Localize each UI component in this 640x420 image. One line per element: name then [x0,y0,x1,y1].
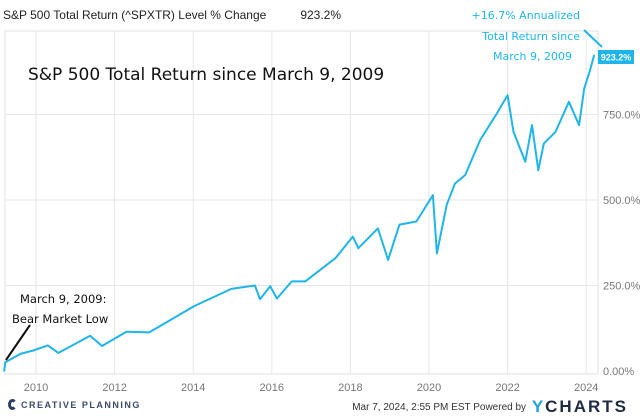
data-point [276,297,278,300]
chart-title-annotation: S&P 500 Total Return since March 9, 2009 [28,65,384,85]
data-point [254,284,256,287]
x-tick-label: 2018 [338,382,362,394]
data-point [415,220,418,223]
data-point [334,257,337,259]
end-value-badge-text: 923.2% [601,53,632,63]
data-point [4,361,7,364]
data-point [387,259,389,261]
return-annotation-pointer [583,29,603,48]
low-annotation-line1: March 9, 2009: [20,292,106,306]
data-point [554,131,557,133]
data-point [589,69,591,71]
end-value-badge [598,50,634,64]
footer-credit: Mar 7, 2024, 2:55 PM EST Powered by YCHA… [352,397,628,417]
y-tick-label: 250.0% [603,281,640,293]
data-point [46,344,49,347]
data-point [479,139,481,141]
data-point [445,203,448,206]
data-point [436,252,438,255]
low-annotation-pointer [5,324,31,361]
data-point [357,247,360,250]
x-tick-label: 2016 [260,382,284,394]
y-tick-label: 750.0% [603,110,640,122]
return-annotation-line1: +16.7% Annualized [472,9,580,22]
data-point [32,349,35,352]
data-point [3,370,5,372]
data-point [578,124,580,126]
data-point [148,331,150,334]
data-point [537,169,540,172]
data-point [398,223,401,226]
return-annotation-line2: Total Return since [481,30,580,43]
data-point [593,54,595,57]
creative-planning-logo: CREATIVE PLANNING [8,399,141,410]
x-tick-label: 2014 [181,382,205,394]
data-point [57,352,60,354]
data-point [101,345,103,347]
x-tick-label: 2012 [102,382,126,394]
data-point [495,114,497,116]
series-title: S&P 500 Total Return (^SPXTR) Level % Ch… [3,8,267,22]
timestamp: Mar 7, 2024, 2:55 PM EST [352,402,471,413]
ycharts-logo[interactable]: YCHARTS [531,397,628,416]
data-point [542,142,545,145]
y-tick-label: 500.0% [603,195,640,207]
plot-frame [4,30,599,375]
return-annotation-line3: March 9, 2009 [493,50,572,63]
data-point [506,94,509,97]
creative-planning-icon [8,399,17,410]
x-tick-label: 2024 [574,382,598,394]
low-annotation-line2: Bear Market Low [12,312,108,326]
data-point [304,280,307,283]
x-tick-label: 2020 [417,382,441,394]
y-tick-label: 0.00% [603,366,634,378]
data-point [19,353,22,355]
data-point [125,330,128,333]
chart-header: S&P 500 Total Return (^SPXTR) Level % Ch… [3,8,341,22]
data-point [512,131,515,133]
x-tick-label: 2010 [24,382,48,394]
data-point [583,87,586,90]
data-point [230,288,233,290]
data-point [454,182,456,185]
data-point [377,227,379,230]
data-point [351,235,354,238]
powered-by: Powered by [473,402,527,413]
data-point [89,334,92,337]
data-point [291,280,293,283]
data-point [259,298,261,300]
data-point [524,160,527,163]
data-point [531,124,533,126]
data-point [193,305,196,307]
data-point [269,285,272,287]
data-point [568,101,570,103]
data-point [502,101,505,103]
data-point [432,194,434,197]
series-value: 923.2% [300,8,342,22]
x-tick-label: 2022 [495,382,519,394]
logo-text: CREATIVE PLANNING [21,400,141,410]
data-point [464,174,466,176]
